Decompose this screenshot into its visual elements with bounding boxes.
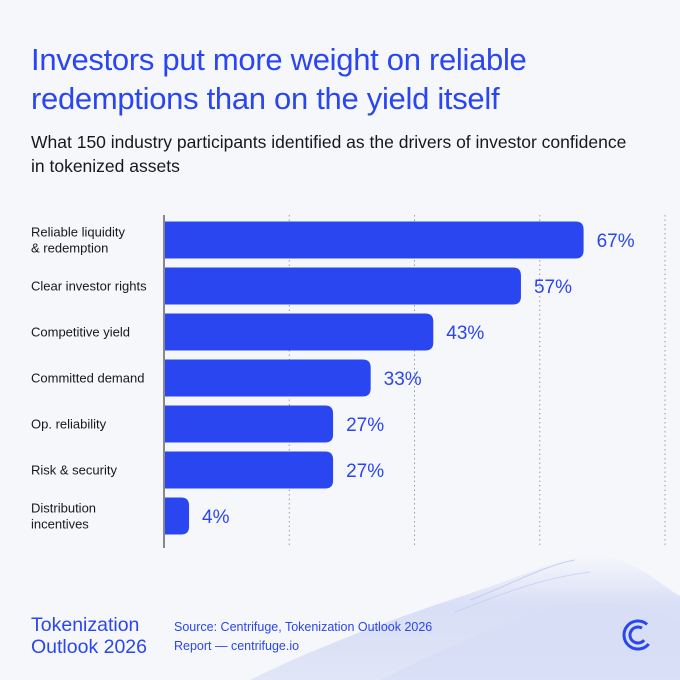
value-label-3: 33% [384,369,422,390]
category-label-6: Distribution incentives [31,501,96,532]
bar-5 [165,451,334,489]
source-note: Source: Centrifuge, Tokenization Outlook… [174,618,432,656]
category-label-4: Op. reliability [31,417,107,432]
value-label-0: 67% [597,231,635,252]
value-label-6: 4% [202,507,230,528]
brand-name: Tokenization Outlook 2026 [31,614,147,658]
value-label-5: 27% [346,461,384,482]
brand-line-2: Outlook 2026 [31,636,148,658]
category-label-5: Risk & security [31,463,117,478]
value-label-2: 43% [446,323,484,344]
source-line-1: Source: Centrifuge, Tokenization Outlook… [174,620,433,634]
source-line-2: Report — centrifuge.io [174,639,300,653]
category-label-0: Reliable liquidity & redemption [31,225,125,256]
category-label-3: Committed demand [31,371,144,386]
bar-3 [165,359,371,397]
centrifuge-logo-icon [622,619,654,651]
bar-4 [165,405,334,443]
value-label-4: 27% [346,415,384,436]
page-title: Investors put more weight on reliable re… [31,42,527,116]
brand-line-1: Tokenization [31,614,140,636]
page-subtitle: What 150 industry participants identifie… [31,132,627,176]
bar-2 [165,313,434,351]
bar-6 [165,497,190,535]
value-label-1: 57% [534,277,572,298]
category-label-1: Clear investor rights [31,279,147,294]
category-label-2: Competitive yield [31,325,130,340]
bar-1 [165,267,521,305]
bar-0 [165,221,584,259]
